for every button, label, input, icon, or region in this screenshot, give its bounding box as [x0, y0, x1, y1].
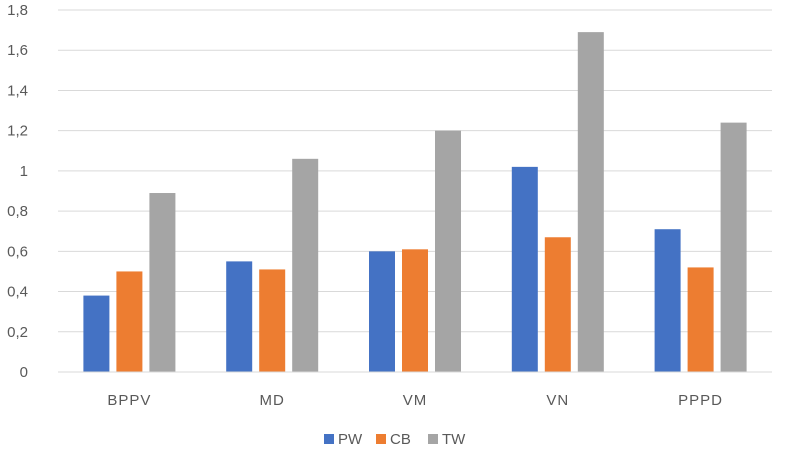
- bar-cb-pppd: [687, 267, 714, 372]
- legend-label-pw: PW: [338, 431, 363, 448]
- legend-label-tw: TW: [442, 431, 466, 448]
- bar-pw-vn: [511, 166, 538, 372]
- legend: PW CB TW: [324, 431, 466, 448]
- x-category-label: VM: [403, 392, 428, 409]
- bars: [83, 32, 747, 372]
- y-tick-label: 1,6: [7, 42, 28, 59]
- y-tick-label: 0,6: [7, 243, 28, 260]
- bar-pw-pppd: [654, 229, 681, 372]
- bar-tw-vm: [435, 130, 461, 372]
- y-tick-label: 0,4: [7, 284, 28, 301]
- bar-tw-vn: [577, 32, 604, 372]
- gridlines: [58, 9, 772, 333]
- bar-cb-md: [259, 269, 286, 372]
- y-tick-label: 0,8: [7, 203, 28, 220]
- y-tick-label: 1,4: [7, 82, 28, 99]
- bar-pw-md: [226, 261, 253, 372]
- y-tick-label: 0,2: [7, 324, 28, 341]
- y-tick-label: 1,2: [7, 123, 28, 140]
- bar-cb-vn: [544, 237, 571, 372]
- bar-pw-vm: [369, 251, 395, 372]
- legend-swatch-tw: [428, 434, 438, 444]
- legend-label-cb: CB: [390, 431, 411, 448]
- x-category-label: PPPD: [678, 392, 723, 409]
- x-category-label: BPPV: [107, 392, 151, 409]
- y-tick-label: 1,8: [7, 2, 28, 19]
- y-tick-label: 1: [20, 163, 28, 180]
- y-axis-ticks: 0 0,2 0,4 0,6 0,8 1 1,2 1,4 1,6 1,8: [7, 2, 28, 381]
- bar-cb-vm: [402, 249, 428, 372]
- x-axis-categories: BPPV MD VM VN PPPD: [107, 392, 723, 409]
- x-category-label: MD: [260, 392, 285, 409]
- bar-tw-pppd: [720, 122, 747, 372]
- x-category-label: VN: [546, 392, 569, 409]
- legend-swatch-cb: [376, 434, 386, 444]
- bar-pw-bppv: [83, 295, 110, 372]
- bar-tw-bppv: [149, 193, 176, 372]
- legend-swatch-pw: [324, 434, 334, 444]
- bar-tw-md: [292, 158, 319, 372]
- y-tick-label: 0: [20, 364, 28, 381]
- bar-cb-bppv: [116, 271, 143, 372]
